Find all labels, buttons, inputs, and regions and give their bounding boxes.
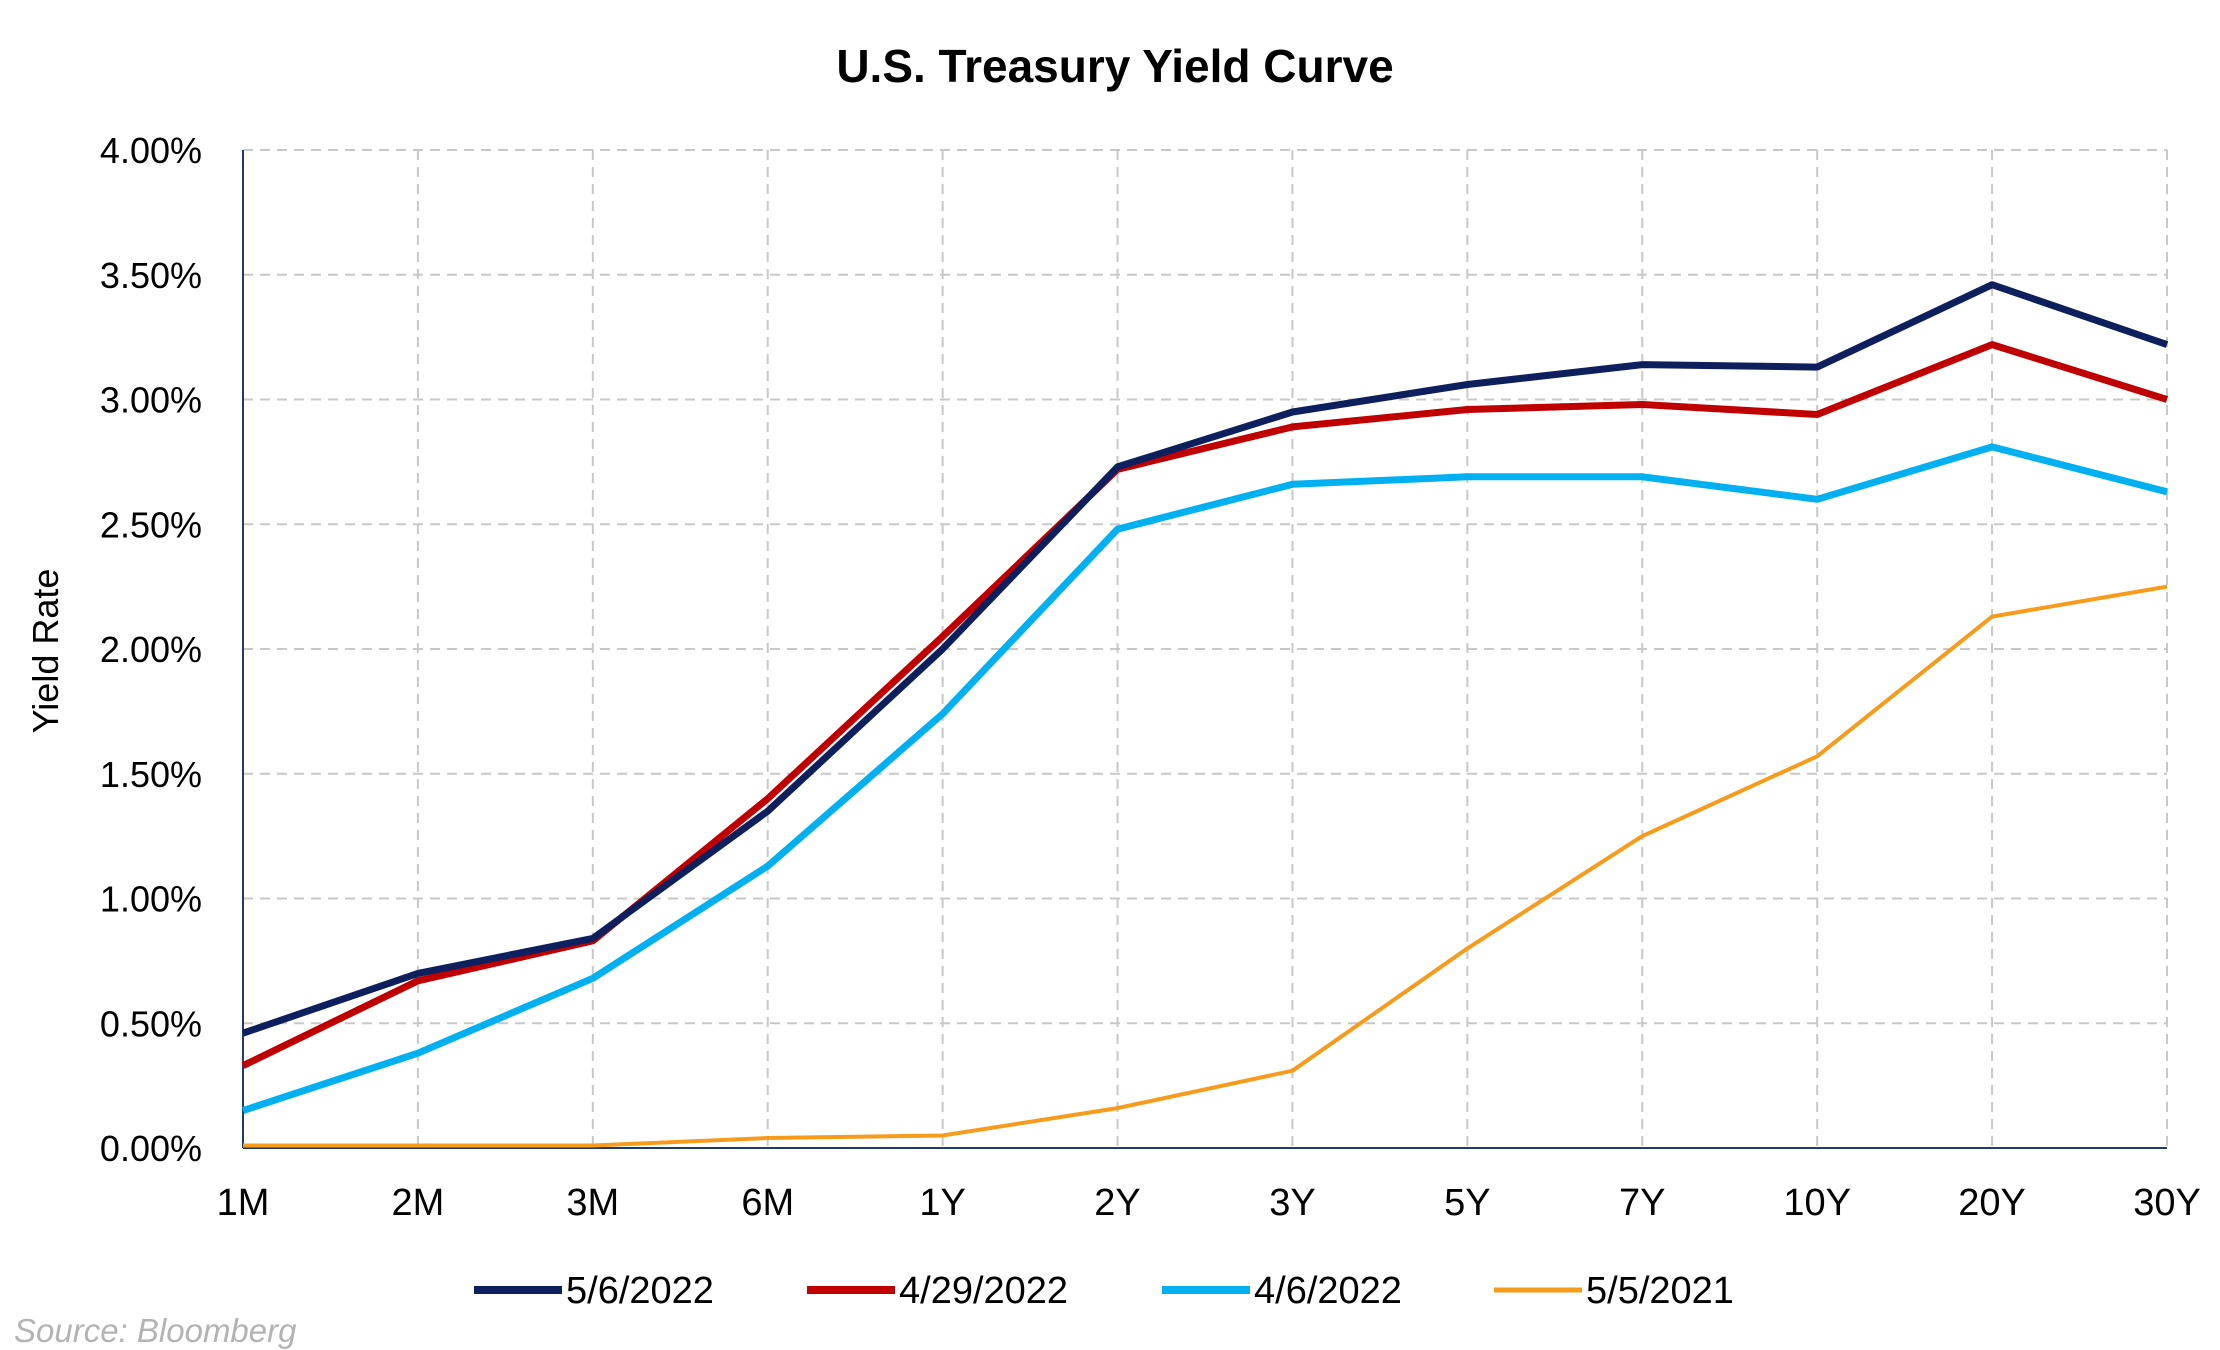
y-tick-label: 1.50% [100,754,202,795]
x-tick-label: 20Y [1958,1182,2026,1224]
y-tick-label: 0.00% [100,1128,202,1169]
x-tick-label: 1Y [919,1182,965,1224]
x-tick-label: 10Y [1783,1182,1851,1224]
grid-layer [243,149,2168,1148]
y-tick-label: 3.50% [100,255,202,296]
y-tick-labels: 0.00% 0.50% 1.00% 1.50% 2.00% 2.50% 3.00% 3.50%… [100,130,202,1169]
x-tick-label: 1M [217,1182,270,1224]
x-tick-label: 30Y [2133,1182,2201,1224]
legend: 5/6/2022 4/29/2022 4/6/2022 5/5/2021 [474,1270,1734,1312]
y-tick-label: 2.50% [100,504,202,545]
series-line-4 [243,584,2168,1148]
x-tick-label: 6M [741,1182,794,1224]
legend-label-4: 5/5/2021 [1586,1270,1734,1312]
legend-label-2: 4/29/2022 [899,1270,1068,1312]
x-tick-labels: 1M 2M 3M 6M 1Y 2Y 3Y 5Y 7Y 10Y 20Y 30Y [217,1182,2201,1224]
y-tick-label: 4.00% [100,130,202,171]
x-tick-label: 3Y [1269,1182,1315,1224]
y-tick-label: 3.00% [100,380,202,421]
x-tick-label: 2Y [1094,1182,1140,1224]
y-tick-label: 1.00% [100,879,202,920]
x-tick-label: 7Y [1619,1182,1665,1224]
source-note: Source: Bloomberg [14,1312,297,1349]
axis-layer [242,150,2167,1149]
y-axis-label: Yield Rate [25,569,66,734]
y-tick-label: 2.00% [100,629,202,670]
legend-label-3: 4/6/2022 [1254,1270,1402,1312]
series-line-1 [241,281,2169,1037]
series-layer [241,281,2169,1148]
series-line-3 [241,443,2168,1114]
x-tick-label: 5Y [1444,1182,1490,1224]
y-tick-label: 0.50% [100,1003,202,1044]
chart-title: U.S. Treasury Yield Curve [836,40,1393,92]
legend-label-1: 5/6/2022 [566,1270,714,1312]
x-tick-label: 2M [392,1182,445,1224]
x-tick-label: 3M [566,1182,619,1224]
